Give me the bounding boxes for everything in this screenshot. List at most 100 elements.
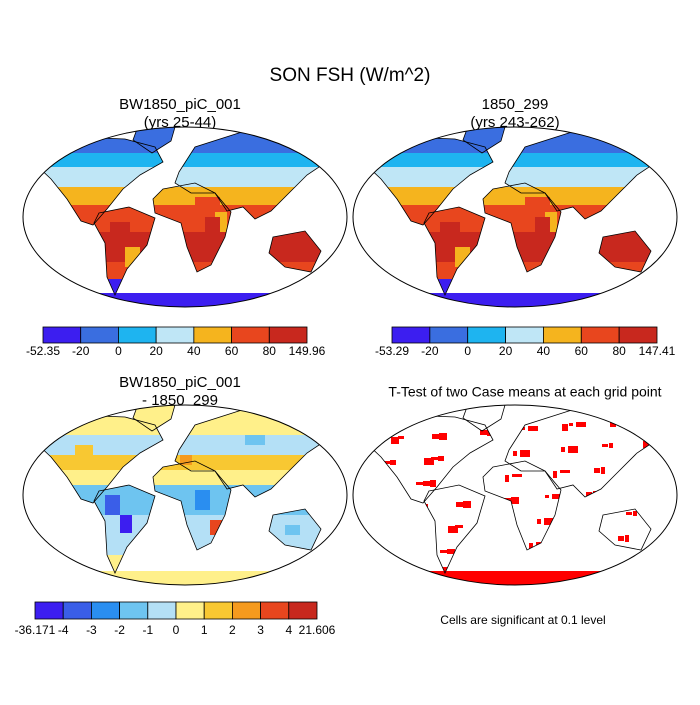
- coastline: [268, 508, 322, 551]
- field-cell: [569, 423, 573, 426]
- colorbar-label: -1: [142, 623, 153, 637]
- coastline: [598, 230, 652, 273]
- colorbar-label: 60: [575, 344, 589, 358]
- panel-title: BW1850_piC_001: [119, 374, 241, 391]
- colorbar-label: 0: [115, 344, 122, 358]
- colorbar-label: -2: [114, 623, 125, 637]
- field-cell: [601, 467, 605, 474]
- panel-title: T-Test of two Case means at each grid po…: [388, 384, 661, 400]
- field-cell: [180, 455, 192, 465]
- field-cell: [520, 450, 530, 457]
- colorbar-box: [91, 601, 121, 620]
- field-band: [23, 435, 347, 455]
- colorbar-label: 40: [537, 344, 551, 358]
- colorbar-box: [429, 326, 469, 344]
- field-cell: [657, 439, 661, 444]
- field-cell: [528, 426, 538, 431]
- field-cell: [120, 515, 132, 533]
- field-cell: [511, 497, 519, 504]
- field-cell: [544, 518, 554, 525]
- map-panel: [22, 126, 348, 308]
- colorbar-box: [155, 326, 195, 344]
- panel-title: BW1850_piC_001: [119, 96, 241, 113]
- field-cell: [195, 490, 210, 510]
- field-cell: [480, 430, 490, 435]
- field-cell: [658, 416, 664, 423]
- colorbar-label: -52.35: [26, 344, 60, 358]
- colorbar-box: [34, 601, 64, 620]
- field-cell: [432, 434, 442, 439]
- colorbar-label: 20: [499, 344, 513, 358]
- colorbar-label: 4: [285, 623, 292, 637]
- panel-subtitle: (yrs 243-262): [470, 114, 559, 131]
- field-cell: [576, 422, 586, 427]
- colorbar-box: [231, 326, 270, 344]
- field-cell: [537, 519, 541, 524]
- field-cell: [205, 217, 220, 247]
- colorbar-label: -20: [72, 344, 90, 358]
- field-cell: [75, 445, 93, 457]
- coastline: [93, 484, 156, 574]
- field-cell: [618, 536, 624, 541]
- colorbar: -36.171 -4 -3 -2 -1 0 1 2 3 4 21.606: [15, 601, 336, 637]
- coastline: [93, 206, 156, 296]
- coastline: [32, 414, 164, 504]
- colorbar-box: [391, 326, 431, 344]
- field-cell: [390, 460, 396, 465]
- field-cell: [431, 457, 439, 460]
- field-cell: [365, 415, 369, 418]
- colorbar-box: [467, 326, 506, 344]
- colorbar-box: [80, 326, 119, 344]
- colorbar-box: [505, 326, 544, 344]
- field-cell: [440, 222, 460, 247]
- field-band: [23, 167, 347, 187]
- field-cell: [609, 443, 613, 448]
- colorbar-box: [268, 326, 308, 344]
- coastline: [423, 206, 486, 296]
- colorbar: -52.35 -20 0 20 40 60 80 149.96: [26, 326, 326, 358]
- field-cell: [416, 482, 426, 485]
- map-border: [352, 126, 678, 308]
- colorbar-box: [175, 601, 205, 620]
- field-cell: [650, 440, 656, 443]
- field-cell: [562, 424, 568, 431]
- field-cell: [391, 437, 399, 444]
- field-cell: [353, 567, 677, 585]
- field-cell: [625, 535, 629, 542]
- field-cell: [615, 242, 640, 262]
- colorbar-label: 0: [464, 344, 471, 358]
- field-cell: [439, 433, 447, 440]
- colorbar-box: [203, 601, 233, 620]
- field-cell: [505, 475, 509, 482]
- field-cell: [383, 461, 391, 464]
- colorbar-label: 80: [612, 344, 626, 358]
- field-cell: [447, 549, 455, 554]
- field-band: [353, 187, 677, 205]
- colorbar-label: 0: [173, 623, 180, 637]
- field-cell: [456, 502, 466, 507]
- colorbar-box: [147, 601, 177, 620]
- coastline: [32, 136, 164, 226]
- colorbar-label: -3: [86, 623, 97, 637]
- field-cell: [448, 526, 458, 533]
- field-cell: [398, 436, 404, 439]
- colorbar-label: 149.96: [289, 344, 326, 358]
- field-cell: [545, 495, 549, 498]
- colorbar-label: 2: [229, 623, 236, 637]
- field-cell: [110, 222, 130, 247]
- field-cell: [525, 197, 550, 209]
- colorbar-box: [42, 326, 82, 344]
- field-cell: [552, 494, 562, 499]
- field-cell: [430, 480, 436, 487]
- field-cell: [285, 242, 310, 262]
- panel-title: 1850_299: [482, 96, 549, 113]
- colorbar-box: [260, 601, 290, 620]
- colorbar-box: [118, 326, 157, 344]
- coastline: [423, 484, 486, 574]
- coastline: [362, 136, 494, 226]
- colorbar-label: -36.171: [15, 623, 56, 637]
- map-border: [22, 126, 348, 308]
- field-cell: [617, 419, 621, 422]
- field-cell: [529, 543, 533, 550]
- colorbar-label: -4: [58, 623, 69, 637]
